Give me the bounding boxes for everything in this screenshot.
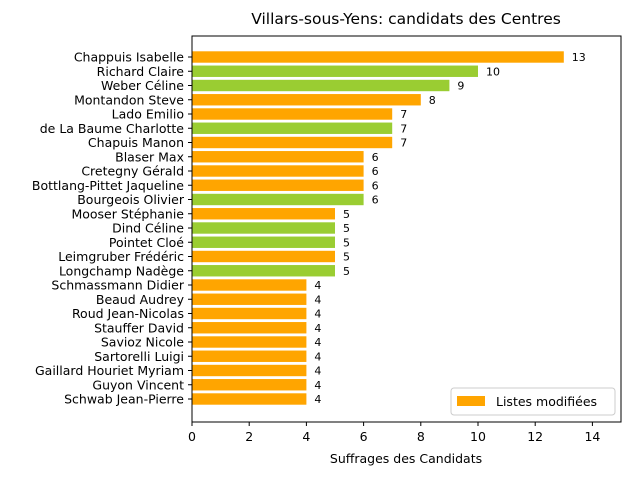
data-label: 4 xyxy=(314,350,321,363)
bars-group xyxy=(192,51,564,405)
data-label: 4 xyxy=(314,308,321,321)
y-tick-label: Leimgruber Frédéric xyxy=(58,249,184,264)
x-tick-label: 10 xyxy=(470,429,486,444)
bar xyxy=(192,350,307,362)
bar xyxy=(192,379,307,391)
y-tick-label: Chapuis Manon xyxy=(88,135,184,150)
data-label: 4 xyxy=(314,279,321,292)
y-tick-label: Weber Céline xyxy=(101,78,184,93)
bar xyxy=(192,250,335,263)
y-tick-label: Montandon Steve xyxy=(74,92,184,107)
legend-swatch xyxy=(457,396,485,406)
bar xyxy=(192,193,364,206)
bar xyxy=(192,179,364,191)
x-tick-label: 4 xyxy=(302,429,310,444)
plot-frame xyxy=(191,35,622,423)
y-tick-label: Bottlang-Pittet Jaqueline xyxy=(32,178,184,193)
bar xyxy=(192,307,307,320)
y-tick-label: Sartorelli Luigi xyxy=(94,349,184,364)
data-label: 9 xyxy=(457,80,464,93)
data-label: 7 xyxy=(400,122,407,135)
data-label: 10 xyxy=(486,65,500,78)
data-label: 4 xyxy=(314,322,321,335)
bar xyxy=(192,222,335,234)
data-label: 5 xyxy=(343,251,350,264)
x-axis-label: Suffrages des Candidats xyxy=(330,451,482,466)
x-tick-label: 2 xyxy=(245,429,253,444)
x-tick-label: 0 xyxy=(188,429,196,444)
data-label: 4 xyxy=(314,393,321,406)
x-tick-label: 8 xyxy=(417,429,425,444)
bar xyxy=(192,336,307,348)
bar xyxy=(192,65,478,77)
y-tick-label: Savioz Nicole xyxy=(101,335,184,350)
data-label: 5 xyxy=(343,222,350,235)
y-tick-label: Roud Jean-Nicolas xyxy=(72,306,184,321)
legend: Listes modifiées xyxy=(450,387,616,416)
y-tick-label: Stauffer David xyxy=(94,320,184,335)
bar xyxy=(192,108,393,120)
data-label: 4 xyxy=(314,379,321,392)
y-tick-label: Guyon Vincent xyxy=(92,377,184,392)
bar xyxy=(192,94,421,106)
data-label: 5 xyxy=(343,265,350,278)
bar xyxy=(192,364,307,377)
data-label: 4 xyxy=(314,336,321,349)
bar xyxy=(192,51,564,63)
x-axis: 0 2 4 6 8 10 12 14 xyxy=(188,422,600,444)
y-tick-label: Gaillard Houriet Myriam xyxy=(35,363,184,378)
bar xyxy=(192,151,364,163)
data-label: 5 xyxy=(343,208,350,221)
data-label: 4 xyxy=(314,293,321,306)
data-label: 6 xyxy=(372,151,379,164)
y-tick-label: Dind Céline xyxy=(112,221,184,236)
data-label: 5 xyxy=(343,236,350,249)
bar xyxy=(192,322,307,334)
legend-box xyxy=(450,387,616,416)
data-label: 6 xyxy=(372,165,379,178)
y-tick-label: Chappuis Isabelle xyxy=(74,50,184,65)
y-tick-label: Blaser Max xyxy=(115,149,184,164)
data-label: 6 xyxy=(372,179,379,192)
data-label: 4 xyxy=(314,365,321,378)
y-tick-label: Longchamp Nadège xyxy=(59,263,184,278)
bar xyxy=(192,236,335,248)
legend-label: Listes modifiées xyxy=(496,394,597,409)
y-tick-label: Mooser Stéphanie xyxy=(71,206,184,221)
y-tick-label: Pointet Cloé xyxy=(109,235,184,250)
bar xyxy=(192,293,307,305)
y-tick-label: Lado Emilio xyxy=(112,107,184,122)
x-tick-label: 14 xyxy=(584,429,600,444)
y-tick-label: Cretegny Gérald xyxy=(81,164,184,179)
y-tick-label: Bourgeois Olivier xyxy=(77,192,185,207)
y-tick-label: Beaud Audrey xyxy=(96,292,185,307)
x-tick-label: 12 xyxy=(527,429,543,444)
data-label: 8 xyxy=(429,94,436,107)
data-label: 13 xyxy=(572,51,586,64)
x-tick-label: 6 xyxy=(360,429,368,444)
y-tick-label: Richard Claire xyxy=(97,64,185,79)
y-tick-label: Schwab Jean-Pierre xyxy=(64,392,184,407)
bar xyxy=(192,122,393,134)
data-label: 7 xyxy=(400,137,407,150)
chart-title: Villars-sous-Yens: candidats des Centres xyxy=(251,10,561,28)
bar xyxy=(192,165,364,177)
y-tick-label: Schmassmann Didier xyxy=(51,278,184,293)
y-tick-label: de La Baume Charlotte xyxy=(40,121,185,136)
bar xyxy=(192,279,307,291)
data-label: 7 xyxy=(400,108,407,121)
bar xyxy=(192,208,335,220)
bar xyxy=(192,393,307,405)
bar xyxy=(192,79,450,92)
data-label: 6 xyxy=(372,194,379,207)
bar xyxy=(192,136,393,149)
bar xyxy=(192,265,335,277)
